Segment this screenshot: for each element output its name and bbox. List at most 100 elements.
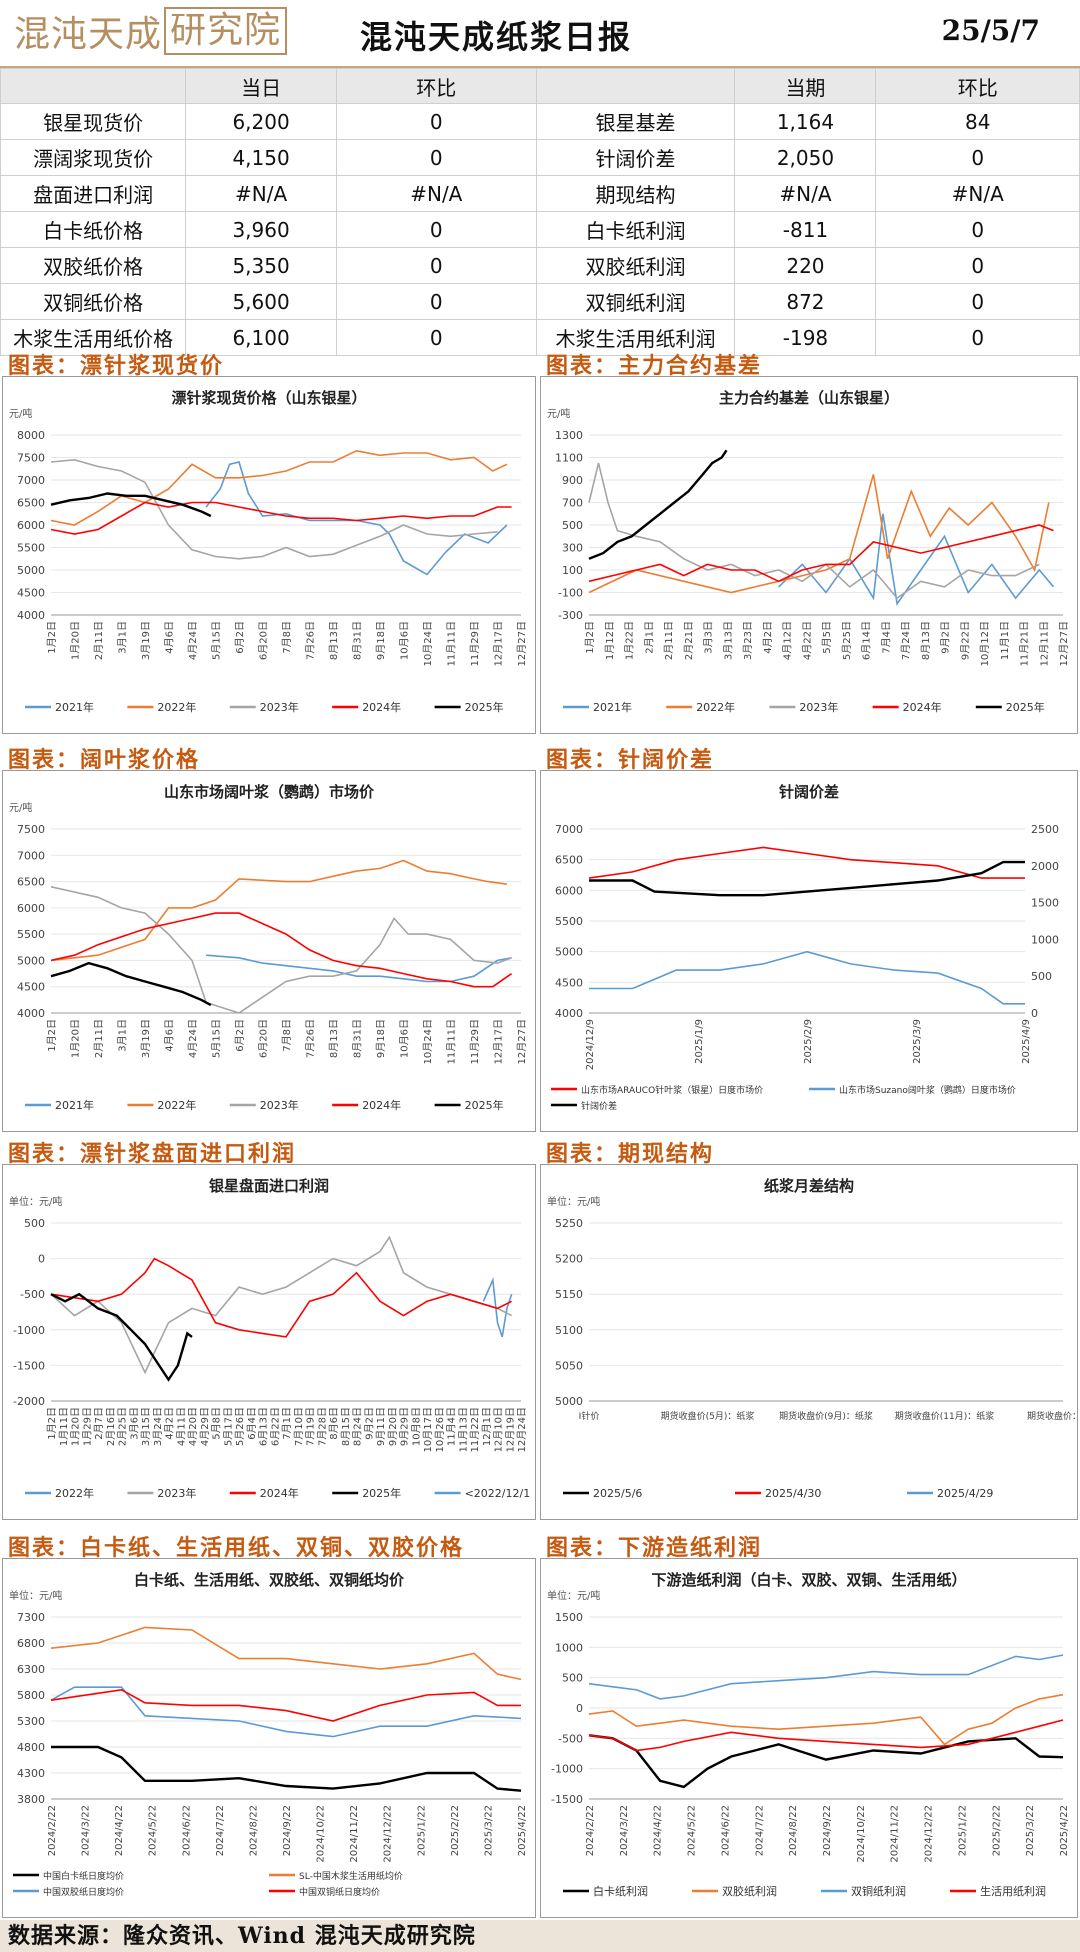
series-line <box>589 950 1025 1005</box>
chart-title: 漂针浆现货价格（山东银星） <box>171 389 366 407</box>
y-tick-label: -1500 <box>551 1793 583 1806</box>
x-tick-label: 2025/1/22 <box>416 1805 427 1856</box>
x-tick-label: 12月11日 <box>1038 621 1050 666</box>
x-tick-label: 6月14日 <box>861 621 873 660</box>
x-tick-label: 2024/10/22 <box>856 1805 867 1863</box>
logo-box-text: 研究院 <box>164 7 288 55</box>
chart-title: 主力合约基差（山东银星） <box>719 389 899 407</box>
x-tick-label: 2025/1/22 <box>957 1805 968 1856</box>
y-tick-label: 0 <box>576 1702 583 1715</box>
section-title-basis: 图表：主力合约基差 <box>546 353 763 379</box>
summary-value-cell: -198 <box>734 319 877 356</box>
series-line <box>482 1276 513 1338</box>
series-line <box>205 461 508 576</box>
legend-label: 山东市场Suzano阔叶浆（鹦鹉）日度市场价 <box>839 1084 1016 1096</box>
y-tick-label: 4500 <box>17 981 45 994</box>
x-tick-label: 2025/2/9 <box>803 1019 814 1064</box>
x-tick-label: 3月13日 <box>722 621 734 660</box>
summary-change-cell: #N/A <box>336 175 537 212</box>
summary-value-cell: 3,960 <box>185 211 337 248</box>
legend-label: 2024年 <box>362 700 401 714</box>
series-line <box>50 501 512 535</box>
x-tick-label: 11月11日 <box>446 1019 458 1064</box>
summary-change-cell: #N/A <box>875 175 1080 212</box>
y-tick-label: 700 <box>562 497 583 510</box>
y-unit-label: 单位：元/吨 <box>9 1195 62 1208</box>
y-tick-label: 5050 <box>555 1359 583 1372</box>
y-tick-label: 8000 <box>17 429 45 442</box>
y-tick-label: 5000 <box>17 954 45 967</box>
chart-title: 针阔价差 <box>779 783 839 801</box>
summary-row: 双铜纸价格 5,600 0 双铜纸利润 872 0 <box>0 283 1080 320</box>
x-tick-label: 10月26日 <box>434 1407 446 1452</box>
summary-value-cell: 5,350 <box>185 247 337 284</box>
y-tick-label: 1100 <box>555 452 583 465</box>
chart-panel-c8: 下游造纸利润（白卡、双胶、双铜、生活用纸） 单位：元/吨 -1500 -1000 -50… <box>540 1558 1078 1918</box>
x-tick-label: 4月20日 <box>187 1407 199 1446</box>
x-tick-label: 11月29日 <box>469 621 481 666</box>
series-line <box>588 1719 1064 1752</box>
y-tick-label: 5200 <box>555 1253 583 1266</box>
x-tick-label: 12月17日 <box>493 1019 505 1064</box>
summary-label-cell: 漂阔浆现货价 <box>0 139 187 176</box>
y2-tick-label: 2500 <box>1031 823 1059 836</box>
x-tick-label: 2025/4/22 <box>1059 1805 1070 1856</box>
summary-row: 双胶纸价格 5,350 0 双胶纸利润 220 0 <box>0 247 1080 284</box>
legend-label: 2021年 <box>55 1098 94 1112</box>
x-tick-label: 8月31日 <box>352 1019 364 1058</box>
x-tick-label: 3月1日 <box>117 1019 129 1052</box>
series-line <box>589 860 1025 897</box>
x-tick-label: 2024/7/22 <box>754 1805 765 1856</box>
series-line <box>50 1235 512 1375</box>
y2-tick-label: 1000 <box>1031 933 1059 946</box>
summary-change-cell: 0 <box>336 211 537 248</box>
chart-title: 纸浆月差结构 <box>764 1177 854 1195</box>
x-tick-label: 11月1日 <box>999 621 1011 660</box>
y-tick-label: -500 <box>558 1732 583 1745</box>
legend-label: 2025年 <box>465 700 504 714</box>
section-title-paper-profit: 图表：下游造纸利润 <box>546 1535 763 1561</box>
x-tick-label: 10月6日 <box>399 1019 411 1058</box>
x-tick-label: 5月26日 <box>234 1407 246 1446</box>
x-tick-label: 8月13日 <box>920 621 932 660</box>
x-tick-label: 8月15日 <box>340 1407 352 1446</box>
series-line <box>50 492 212 518</box>
x-tick-label: 10月24日 <box>422 621 434 666</box>
x-tick-label: 5月5日 <box>821 621 833 654</box>
chart-panel-c5: 银星盘面进口利润 单位：元/吨 -2000 -1500 -1000 -500 0 500 1月2… <box>2 1164 536 1520</box>
x-tick-label: 6月20日 <box>258 621 270 660</box>
y-tick-label: 5500 <box>17 928 45 941</box>
series-line <box>588 846 1025 879</box>
legend-label: 中国双铜纸日度均价 <box>299 1886 380 1898</box>
report-title: 混沌天成纸浆日报 <box>360 18 633 56</box>
y-tick-label: 6800 <box>17 1637 45 1650</box>
x-tick-label: 2024/2/22 <box>585 1805 596 1856</box>
logo-text: 混沌天成 <box>14 14 163 55</box>
summary-label-cell: 木浆生活用纸价格 <box>0 319 187 356</box>
summary-label-cell: 双胶纸价格 <box>0 247 187 284</box>
summary-label-cell: 双胶纸利润 <box>535 247 736 284</box>
x-tick-label: 1月2日 <box>584 621 596 654</box>
x-tick-label: 1月29日 <box>81 1407 93 1446</box>
chart-panel-c7: 白卡纸、生活用纸、双胶纸、双铜纸均价 单位：元/吨 3800 4300 4800 5300… <box>2 1558 536 1918</box>
y-tick-label: 5000 <box>17 564 45 577</box>
y-unit-label: 元/吨 <box>9 801 32 814</box>
summary-change-cell: 0 <box>336 283 537 320</box>
x-tick-label: 2024/5/22 <box>687 1805 698 1856</box>
x-tick-label: 2月16日 <box>105 1407 117 1446</box>
y-tick-label: 5500 <box>17 542 45 555</box>
x-tick-label: 12月27日 <box>516 1019 528 1064</box>
x-tick-label: 2025/2/22 <box>450 1805 461 1856</box>
summary-value-cell: 220 <box>734 247 877 284</box>
y-tick-label: -1000 <box>13 1324 45 1337</box>
summary-value-cell: 872 <box>734 283 877 320</box>
y-tick-label: 7000 <box>17 474 45 487</box>
x-tick-label: 10月6日 <box>399 621 411 660</box>
x-tick-label: 2024/5/22 <box>148 1805 159 1856</box>
series-line <box>588 1654 1064 1700</box>
x-tick-label: 7月10日 <box>293 1407 305 1446</box>
y-tick-label: 6300 <box>17 1663 45 1676</box>
section-title-term-structure: 图表：期现结构 <box>546 1141 715 1167</box>
x-tick-label: 11月4日 <box>446 1407 458 1446</box>
x-tick-label: 2025/3/22 <box>483 1805 494 1856</box>
